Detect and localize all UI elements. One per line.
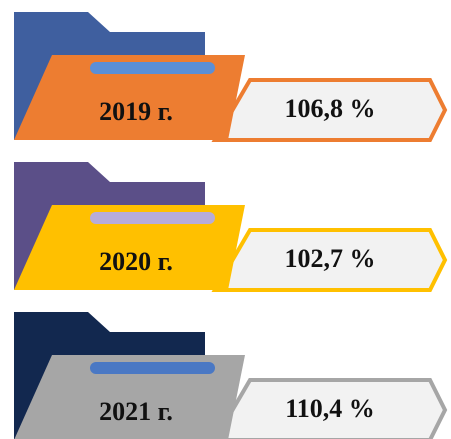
- folder-pill: [90, 362, 215, 374]
- year-label: 2019 г.: [99, 97, 173, 126]
- folder-pill: [90, 62, 215, 74]
- year-label: 2020 г.: [99, 247, 173, 276]
- folder-pill: [90, 212, 215, 224]
- value-label: 106,8 %: [285, 94, 376, 123]
- folder-front: [14, 355, 245, 439]
- year-label: 2021 г.: [99, 397, 173, 426]
- folder-front: [14, 55, 245, 140]
- value-label: 102,7 %: [285, 244, 376, 273]
- folder-front: [14, 205, 245, 290]
- value-label: 110,4 %: [285, 394, 375, 423]
